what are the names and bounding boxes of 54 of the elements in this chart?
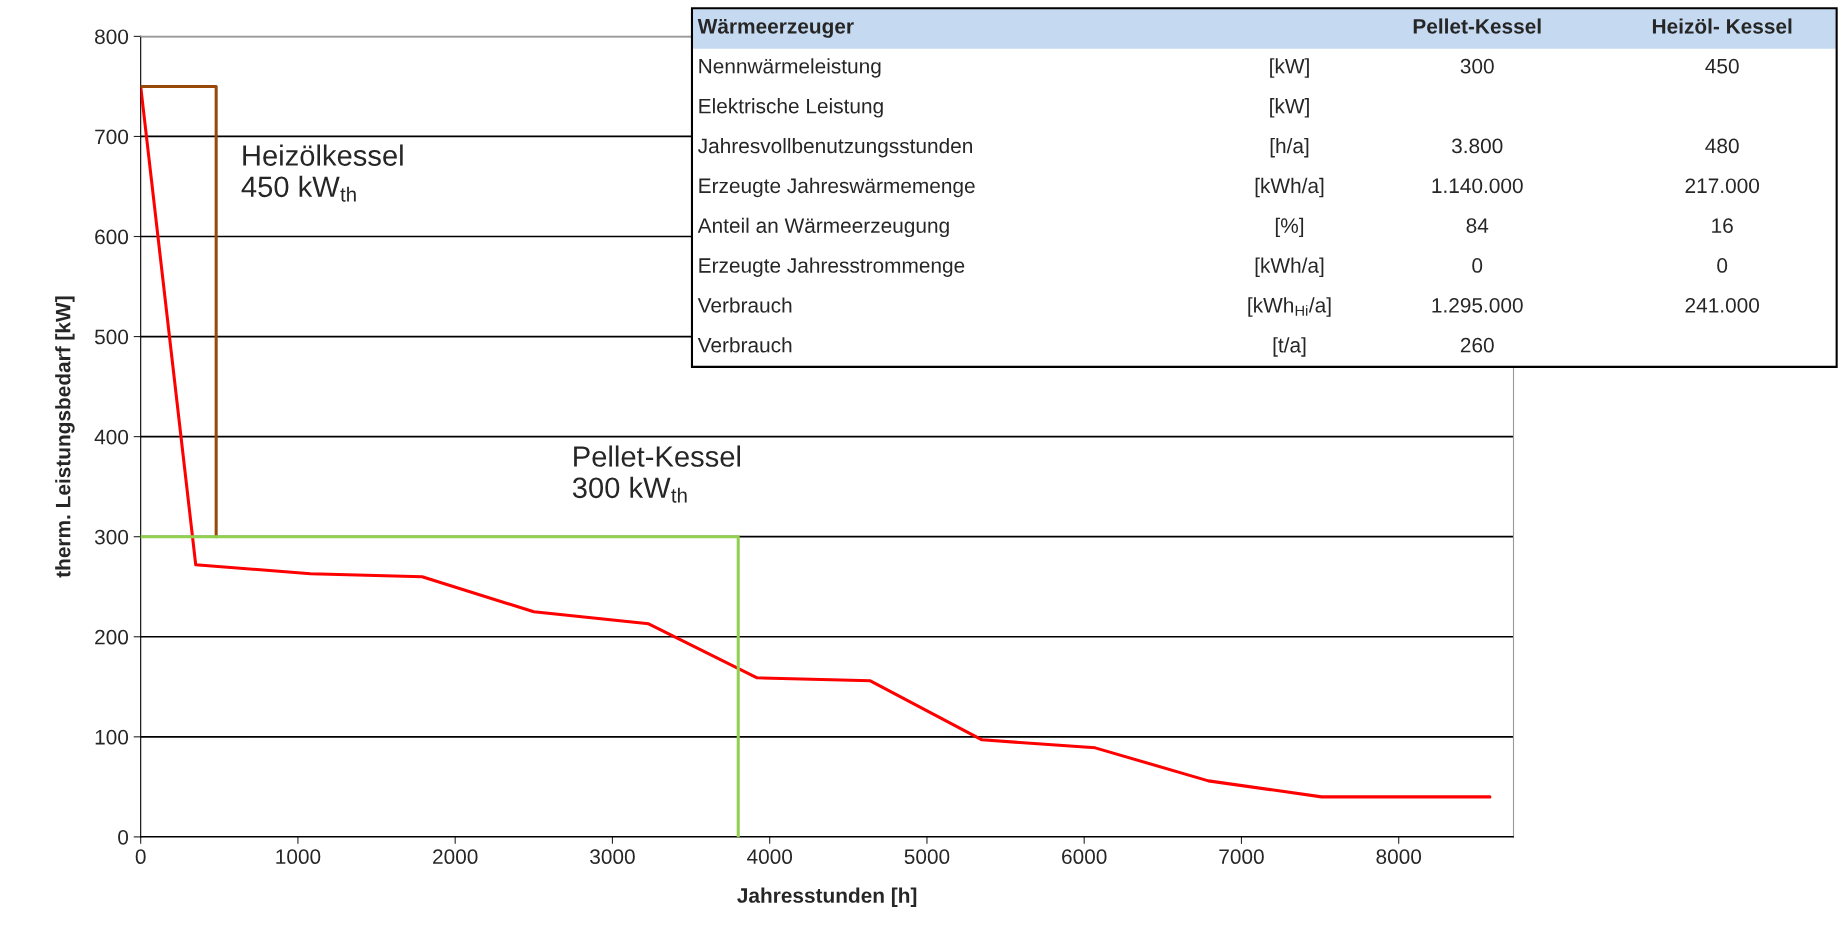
annotation: Verbrauch (697, 337, 792, 353)
annotation: Erzeugte Jahreswärmemenge (699, 177, 975, 198)
annotation: 1.140.000 (1432, 178, 1523, 194)
annotation: [%] (1275, 217, 1304, 238)
annotation: 300 (1460, 58, 1494, 74)
x-tick-label: 4000 (747, 849, 793, 865)
y-tick-label: 0 (118, 829, 129, 845)
annotation: [h/a] (1270, 137, 1309, 158)
y-tick-label: 500 (94, 329, 129, 345)
text: 450 (1705, 58, 1739, 74)
annotation: [kWh$_{Hi}$/a] (1248, 297, 1331, 317)
annotation: [kWh/a] (1255, 177, 1324, 198)
x-tick-label: 1000 (276, 849, 321, 865)
text: Heizöl- Kessel (1652, 18, 1792, 34)
x-axis-title: Jahresstunden [h] (737, 887, 917, 907)
x-tick-label: 0 (135, 849, 146, 865)
x-tick-label: 7000 (1219, 849, 1264, 865)
x-tick-label: 8000 (1376, 849, 1422, 865)
y-tick-label: 300 (94, 529, 129, 545)
y-tick-label: 400 (94, 429, 129, 445)
annotation: Pellet-Kessel 300 kW$_{th}$ (572, 445, 741, 503)
annotation: [kWh/a] (1255, 257, 1324, 277)
x-tick-label: 6000 (1062, 849, 1107, 865)
text: 16 (1712, 218, 1733, 233)
x-tick-label: 2000 (433, 849, 478, 865)
y-tick-label: 700 (95, 129, 129, 145)
text: 217.000 (1685, 178, 1760, 194)
annotation: Verbrauch (697, 297, 792, 313)
annotation: Wärmeerzeuger (697, 19, 854, 38)
annotation: 84 (1466, 218, 1489, 233)
text: 0 (1717, 258, 1728, 273)
annotation: 0 (1472, 258, 1483, 273)
annotation: Jahresvollbenutzungsstunden (698, 137, 972, 158)
annotation: 3.800 (1451, 138, 1503, 154)
annotation: Anteil an Wärmeerzeugung (697, 217, 949, 238)
y-tick-label: 100 (95, 729, 129, 745)
text: 480 (1705, 138, 1739, 154)
annotation: Heizölkessel 450 kW$_{th}$ (241, 144, 403, 202)
y-tick-label: 600 (95, 229, 129, 245)
y-axis-title: therm. Leistungsbedarf [kW] (55, 296, 75, 578)
annotation: 260 (1460, 337, 1494, 353)
y-tick-label: 200 (95, 629, 129, 645)
annotation: [t/a] (1273, 337, 1306, 357)
annotation: Erzeugte Jahresstrommenge (699, 257, 965, 277)
annotation: [kW] (1270, 98, 1309, 118)
x-tick-label: 3000 (590, 849, 635, 865)
y-tick-label: 800 (95, 29, 129, 45)
annotation: 1.295.000 (1432, 297, 1523, 313)
annotation: Elektrische Leistung (699, 98, 883, 118)
x-tick-label: 5000 (904, 849, 950, 865)
annotation: Nennwärmeleistung (699, 58, 881, 78)
text: Pellet-Kessel (1413, 18, 1541, 34)
text: 241.000 (1685, 297, 1760, 313)
annotation: [kW] (1270, 58, 1309, 78)
